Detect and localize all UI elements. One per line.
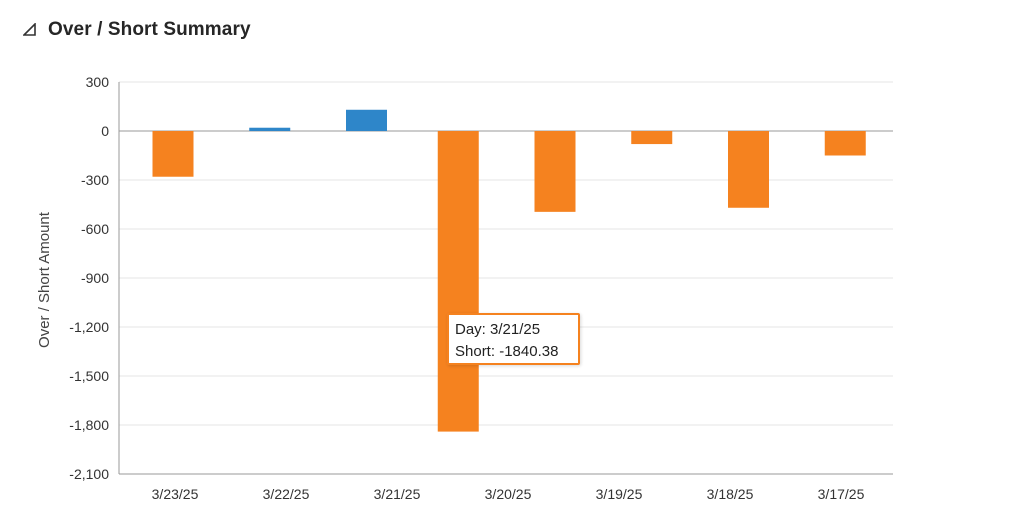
bar-3-20-25[interactable] (534, 131, 576, 212)
y-tick-label: 300 (86, 74, 110, 90)
collapse-triangle-icon[interactable] (22, 22, 38, 38)
bar-3-19-25[interactable] (631, 131, 673, 145)
bar-3-23-25[interactable] (152, 131, 194, 177)
y-tick-label: -1,500 (69, 368, 109, 384)
x-tick-label: 3/21/25 (374, 486, 421, 502)
y-tick-label: -600 (81, 221, 109, 237)
x-tick-label: 3/20/25 (485, 486, 532, 502)
grid-lines (119, 81, 893, 475)
x-tick-label: 3/17/25 (818, 486, 865, 502)
tooltip-day-value: 3/21/25 (490, 321, 541, 338)
y-tick-label: -900 (81, 270, 109, 286)
panel-header: Over / Short Summary (22, 16, 251, 44)
y-axis-title: Over / Short Amount (36, 211, 53, 348)
bars (152, 109, 866, 432)
y-tick-label: 0 (101, 123, 109, 139)
x-tick-label: 3/18/25 (707, 486, 754, 502)
bar-3-17-25[interactable] (824, 131, 866, 156)
panel-title: Over / Short Summary (48, 19, 251, 40)
bar-tooltip: Day: 3/21/25 Short: -1840.38 (447, 313, 580, 365)
x-axis-tick-labels: 3/23/25 3/22/25 3/21/25 3/20/25 3/19/25 3/18/… (152, 486, 865, 502)
x-tick-label: 3/19/25 (596, 486, 643, 502)
bar-3-18-25[interactable] (728, 131, 769, 208)
x-tick-label: 3/22/25 (263, 486, 310, 502)
y-tick-label: -300 (81, 172, 109, 188)
bar-3-22-25[interactable] (249, 127, 291, 131)
bar-3-21-25-right[interactable] (437, 131, 479, 432)
y-tick-label: -1,800 (69, 417, 109, 433)
tooltip-short-label: Short: (455, 343, 496, 360)
axes (118, 82, 893, 475)
y-axis-tick-labels: 300 0 -300 -600 -900 -1,200 -1,500 -1,800 -2,100 (69, 74, 109, 482)
x-tick-label: 3/23/25 (152, 486, 199, 502)
y-tick-label: -1,200 (69, 319, 109, 335)
bar-3-21-25-left[interactable] (346, 109, 387, 131)
y-tick-label: -2,100 (69, 466, 109, 482)
tooltip-short-value: -1840.38 (499, 343, 559, 360)
tooltip-day-label: Day: (455, 321, 486, 338)
